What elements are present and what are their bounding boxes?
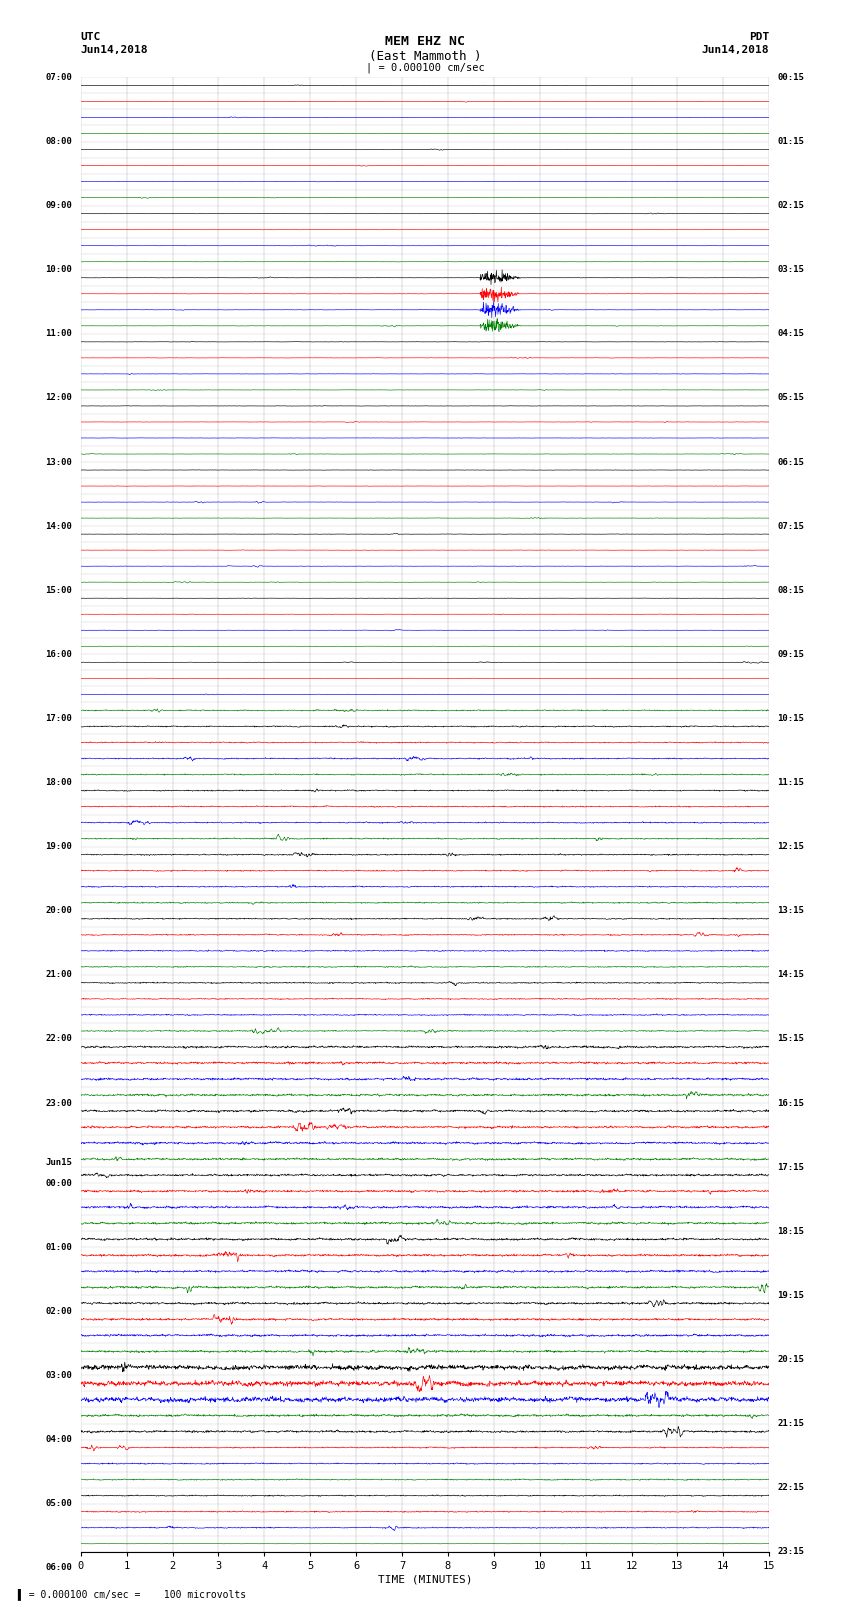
- Text: 08:15: 08:15: [778, 586, 804, 595]
- Text: 03:00: 03:00: [46, 1371, 72, 1381]
- Text: (East Mammoth ): (East Mammoth ): [369, 50, 481, 63]
- Text: 15:15: 15:15: [778, 1034, 804, 1044]
- Text: 17:00: 17:00: [46, 715, 72, 723]
- Text: 21:00: 21:00: [46, 971, 72, 979]
- Text: 14:15: 14:15: [778, 971, 804, 979]
- Text: MEM EHZ NC: MEM EHZ NC: [385, 35, 465, 48]
- Text: 22:15: 22:15: [778, 1482, 804, 1492]
- Text: 08:00: 08:00: [46, 137, 72, 147]
- Text: 02:15: 02:15: [778, 202, 804, 210]
- Text: 09:00: 09:00: [46, 202, 72, 210]
- Text: 01:00: 01:00: [46, 1242, 72, 1252]
- Text: 18:15: 18:15: [778, 1227, 804, 1236]
- Text: 20:00: 20:00: [46, 907, 72, 915]
- Text: 07:00: 07:00: [46, 73, 72, 82]
- Text: 10:00: 10:00: [46, 265, 72, 274]
- Text: 10:15: 10:15: [778, 715, 804, 723]
- Text: 06:00: 06:00: [46, 1563, 72, 1573]
- Text: 19:15: 19:15: [778, 1290, 804, 1300]
- Text: 09:15: 09:15: [778, 650, 804, 658]
- Text: 12:15: 12:15: [778, 842, 804, 852]
- Text: 12:00: 12:00: [46, 394, 72, 402]
- Text: PDT: PDT: [749, 32, 769, 42]
- Text: 11:15: 11:15: [778, 777, 804, 787]
- Text: 13:00: 13:00: [46, 458, 72, 466]
- Text: Jun14,2018: Jun14,2018: [702, 45, 769, 55]
- Text: 06:15: 06:15: [778, 458, 804, 466]
- Text: 15:00: 15:00: [46, 586, 72, 595]
- Text: 05:15: 05:15: [778, 394, 804, 402]
- Text: Jun15: Jun15: [46, 1158, 72, 1168]
- Text: | = 0.000100 cm/sec: | = 0.000100 cm/sec: [366, 63, 484, 74]
- X-axis label: TIME (MINUTES): TIME (MINUTES): [377, 1574, 473, 1586]
- Text: 00:15: 00:15: [778, 73, 804, 82]
- Text: 01:15: 01:15: [778, 137, 804, 147]
- Text: 20:15: 20:15: [778, 1355, 804, 1365]
- Text: 11:00: 11:00: [46, 329, 72, 339]
- Text: 16:15: 16:15: [778, 1098, 804, 1108]
- Text: 18:00: 18:00: [46, 777, 72, 787]
- Text: 05:00: 05:00: [46, 1498, 72, 1508]
- Text: 13:15: 13:15: [778, 907, 804, 915]
- Text: 16:00: 16:00: [46, 650, 72, 658]
- Text: 14:00: 14:00: [46, 521, 72, 531]
- Text: 23:00: 23:00: [46, 1098, 72, 1108]
- Text: 07:15: 07:15: [778, 521, 804, 531]
- Text: 03:15: 03:15: [778, 265, 804, 274]
- Text: Jun14,2018: Jun14,2018: [81, 45, 148, 55]
- Text: ▌ = 0.000100 cm/sec =    100 microvolts: ▌ = 0.000100 cm/sec = 100 microvolts: [17, 1589, 246, 1600]
- Text: 00:00: 00:00: [46, 1179, 72, 1187]
- Text: 21:15: 21:15: [778, 1419, 804, 1428]
- Text: 19:00: 19:00: [46, 842, 72, 852]
- Text: 22:00: 22:00: [46, 1034, 72, 1044]
- Text: UTC: UTC: [81, 32, 101, 42]
- Text: 23:15: 23:15: [778, 1547, 804, 1557]
- Text: 04:00: 04:00: [46, 1436, 72, 1444]
- Text: 17:15: 17:15: [778, 1163, 804, 1171]
- Text: 04:15: 04:15: [778, 329, 804, 339]
- Text: 02:00: 02:00: [46, 1307, 72, 1316]
